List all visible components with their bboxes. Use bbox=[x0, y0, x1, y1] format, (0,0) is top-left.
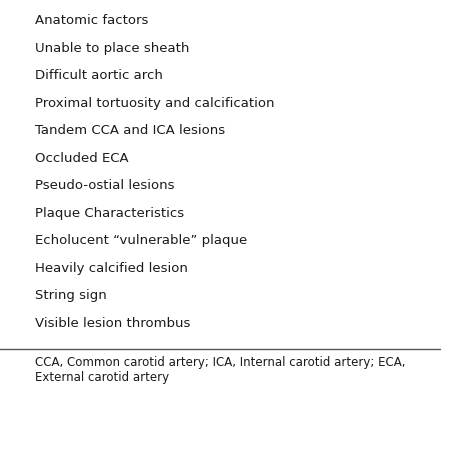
Text: Unable to place sheath: Unable to place sheath bbox=[36, 42, 190, 55]
Text: Anatomic factors: Anatomic factors bbox=[36, 14, 149, 27]
Text: Proximal tortuosity and calcification: Proximal tortuosity and calcification bbox=[36, 97, 275, 109]
Text: Visible lesion thrombus: Visible lesion thrombus bbox=[36, 317, 191, 329]
Text: Tandem CCA and ICA lesions: Tandem CCA and ICA lesions bbox=[36, 124, 226, 137]
Text: Occluded ECA: Occluded ECA bbox=[36, 152, 129, 164]
Text: Echolucent “vulnerable” plaque: Echolucent “vulnerable” plaque bbox=[36, 234, 247, 247]
Text: Pseudo-ostial lesions: Pseudo-ostial lesions bbox=[36, 179, 175, 192]
Text: Heavily calcified lesion: Heavily calcified lesion bbox=[36, 262, 188, 274]
Text: CCA, Common carotid artery; ICA, Internal carotid artery; ECA,
External carotid : CCA, Common carotid artery; ICA, Interna… bbox=[36, 356, 406, 384]
Text: String sign: String sign bbox=[36, 289, 107, 302]
Text: Difficult aortic arch: Difficult aortic arch bbox=[36, 69, 163, 82]
Text: Plaque Characteristics: Plaque Characteristics bbox=[36, 207, 184, 219]
